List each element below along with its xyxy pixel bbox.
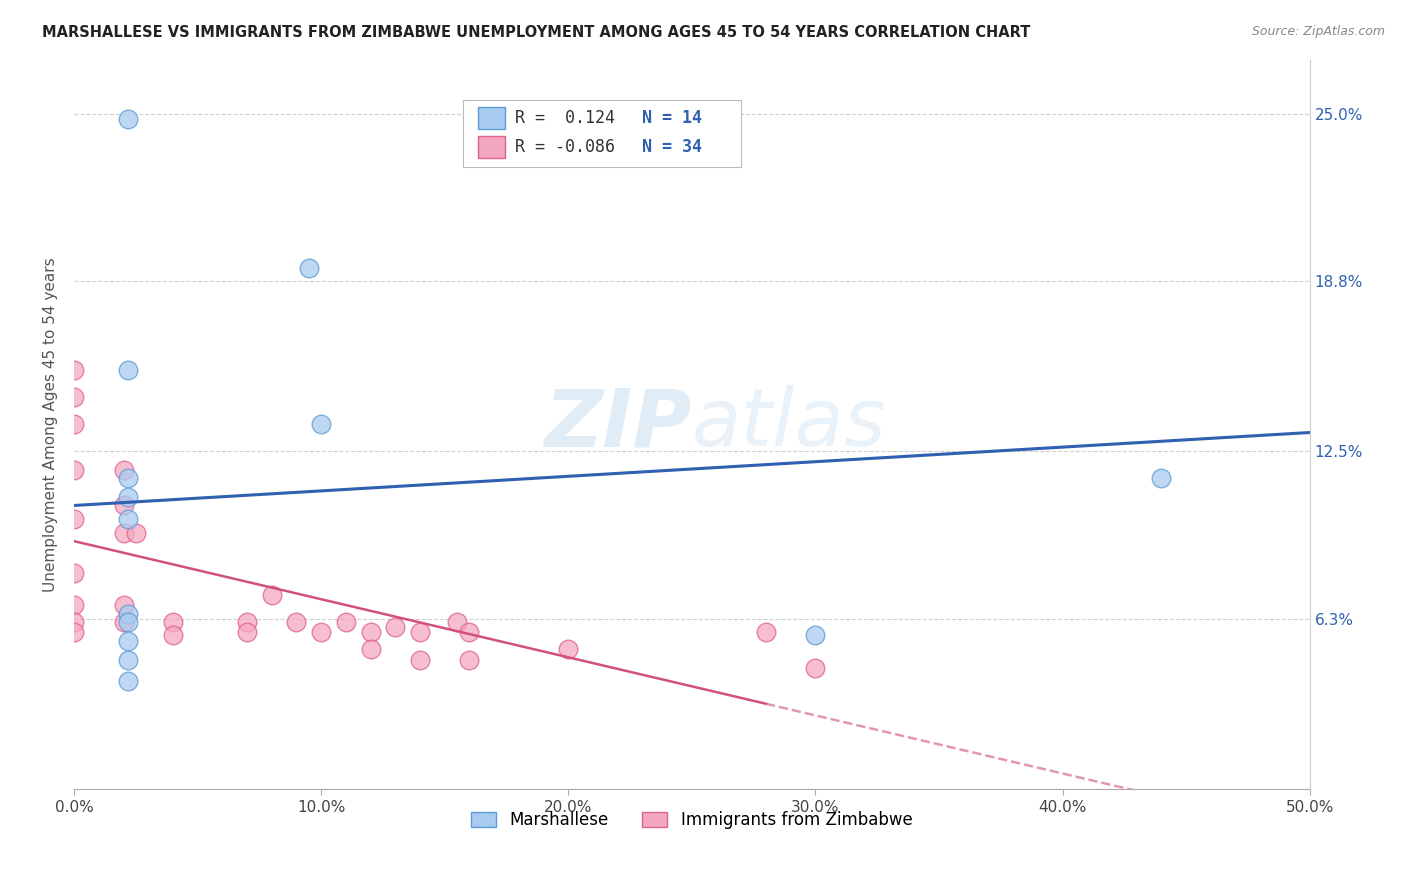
FancyBboxPatch shape: [464, 100, 741, 167]
Point: [63, 512, 86, 526]
Point: [409, 652, 432, 666]
Bar: [478, 136, 505, 158]
Point: [112, 525, 135, 540]
Point: [557, 641, 579, 656]
Point: [112, 615, 135, 629]
Point: [458, 652, 481, 666]
Text: MARSHALLESE VS IMMIGRANTS FROM ZIMBABWE UNEMPLOYMENT AMONG AGES 45 TO 54 YEARS C: MARSHALLESE VS IMMIGRANTS FROM ZIMBABWE …: [42, 25, 1031, 40]
Bar: [478, 107, 505, 129]
Point: [409, 625, 432, 640]
Point: [360, 625, 382, 640]
Text: R =  0.124: R = 0.124: [515, 109, 616, 127]
Point: [298, 260, 321, 275]
Point: [236, 625, 259, 640]
Point: [63, 615, 86, 629]
Point: [112, 463, 135, 477]
Text: atlas: atlas: [692, 385, 887, 464]
Point: [804, 628, 827, 642]
Point: [446, 615, 468, 629]
Point: [63, 566, 86, 580]
Text: Source: ZipAtlas.com: Source: ZipAtlas.com: [1251, 25, 1385, 38]
Y-axis label: Unemployment Among Ages 45 to 54 years: Unemployment Among Ages 45 to 54 years: [44, 257, 58, 591]
Point: [117, 491, 139, 505]
Point: [63, 625, 86, 640]
Point: [117, 674, 139, 689]
Point: [384, 620, 406, 634]
Point: [285, 615, 308, 629]
Point: [63, 391, 86, 405]
Point: [335, 615, 357, 629]
Text: R = -0.086: R = -0.086: [515, 138, 616, 156]
Point: [162, 615, 184, 629]
Point: [117, 363, 139, 377]
Point: [309, 417, 332, 432]
Point: [309, 625, 332, 640]
Point: [162, 628, 184, 642]
Point: [260, 588, 283, 602]
Point: [112, 499, 135, 513]
Point: [360, 641, 382, 656]
Point: [1150, 471, 1173, 485]
Point: [112, 599, 135, 613]
Point: [236, 615, 259, 629]
Point: [117, 615, 139, 629]
Point: [63, 417, 86, 432]
Point: [117, 607, 139, 621]
Point: [755, 625, 778, 640]
Point: [63, 599, 86, 613]
Text: N = 14: N = 14: [643, 109, 703, 127]
Point: [117, 471, 139, 485]
Point: [458, 625, 481, 640]
Point: [63, 463, 86, 477]
Point: [63, 363, 86, 377]
Point: [125, 525, 148, 540]
Point: [804, 660, 827, 674]
Legend: Marshallese, Immigrants from Zimbabwe: Marshallese, Immigrants from Zimbabwe: [465, 805, 920, 836]
Point: [117, 652, 139, 666]
Point: [117, 512, 139, 526]
Text: N = 34: N = 34: [643, 138, 703, 156]
Point: [117, 633, 139, 648]
Text: ZIP: ZIP: [544, 385, 692, 464]
Point: [117, 112, 139, 126]
